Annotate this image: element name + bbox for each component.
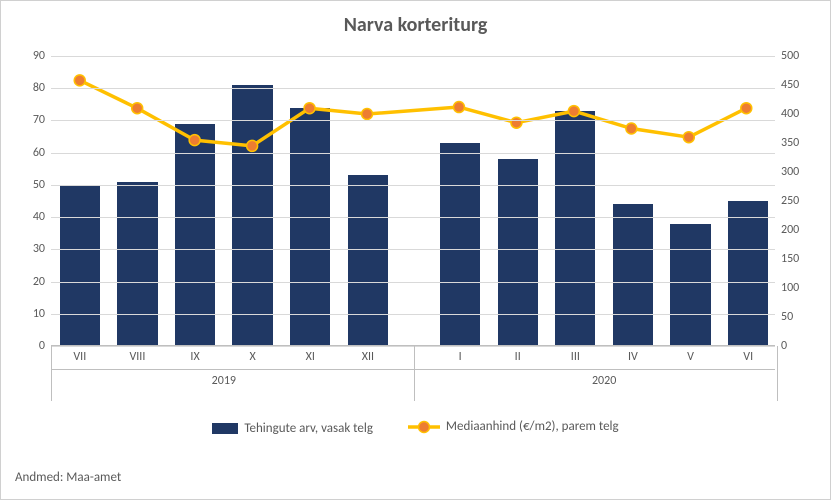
series-marker bbox=[362, 109, 373, 120]
x-axis: VIIVIIIIXXXIXIIIIIIIIIVVVI20192020 bbox=[51, 346, 775, 401]
y-right-tick: 500 bbox=[781, 49, 799, 63]
y-right-tick: 350 bbox=[781, 136, 799, 150]
y-right-tick: 450 bbox=[781, 78, 799, 92]
y-right-tick: 0 bbox=[781, 339, 787, 353]
y-right-tick: 300 bbox=[781, 165, 799, 179]
series-marker bbox=[132, 103, 143, 114]
gridline bbox=[51, 185, 775, 186]
y-right-tick: 150 bbox=[781, 252, 799, 266]
x-group-separator bbox=[51, 346, 52, 401]
series-marker bbox=[74, 75, 85, 86]
gridline bbox=[51, 314, 775, 315]
x-group-separator bbox=[414, 346, 415, 401]
legend-line-swatch bbox=[408, 420, 440, 434]
x-tick: VIII bbox=[129, 350, 145, 364]
x-tick: VII bbox=[73, 350, 86, 364]
legend-item-bars: Tehingute arv, vasak telg bbox=[212, 421, 373, 436]
series-marker bbox=[247, 140, 258, 151]
x-tick: IX bbox=[190, 350, 199, 364]
y-left-tick: 70 bbox=[33, 113, 45, 127]
x-tick: XII bbox=[362, 350, 374, 364]
series-marker bbox=[626, 123, 637, 134]
series-line bbox=[80, 80, 747, 146]
gridline bbox=[51, 88, 775, 89]
x-tick: X bbox=[250, 350, 256, 364]
plot-area: 0102030405060708090050100150200250300350… bbox=[51, 56, 775, 346]
gridline bbox=[51, 153, 775, 154]
gridline bbox=[51, 56, 775, 57]
x-group-label: 2019 bbox=[212, 374, 236, 388]
legend: Tehingute arv, vasak telg Mediaanhind (€… bbox=[1, 419, 830, 438]
legend-bar-swatch bbox=[212, 423, 238, 434]
series-marker bbox=[304, 103, 315, 114]
series-marker bbox=[189, 135, 200, 146]
y-right-tick: 100 bbox=[781, 281, 799, 295]
chart-container: Narva korteriturg 0102030405060708090050… bbox=[0, 0, 831, 500]
x-group-separator bbox=[777, 346, 778, 401]
x-tick: I bbox=[459, 350, 462, 364]
y-right-tick: 250 bbox=[781, 194, 799, 208]
y-left-tick: 20 bbox=[33, 275, 45, 289]
series-marker bbox=[453, 102, 464, 113]
y-left-tick: 60 bbox=[33, 146, 45, 160]
y-left-tick: 30 bbox=[33, 242, 45, 256]
y-left-tick: 0 bbox=[39, 339, 45, 353]
series-marker bbox=[683, 132, 694, 143]
y-left-tick: 50 bbox=[33, 178, 45, 192]
legend-line-marker bbox=[418, 421, 429, 432]
chart-title: Narva korteriturg bbox=[1, 1, 830, 37]
x-tick: III bbox=[571, 350, 580, 364]
y-right-tick: 50 bbox=[781, 310, 793, 324]
x-group-label: 2020 bbox=[592, 374, 616, 388]
x-tick: V bbox=[687, 350, 694, 364]
x-group-axis-line bbox=[51, 369, 775, 370]
gridline bbox=[51, 249, 775, 250]
y-left-tick: 10 bbox=[33, 307, 45, 321]
x-tick: VI bbox=[743, 350, 753, 364]
series-marker bbox=[511, 117, 522, 128]
x-tick: II bbox=[515, 350, 521, 364]
y-left-tick: 80 bbox=[33, 81, 45, 95]
gridline bbox=[51, 120, 775, 121]
gridline bbox=[51, 217, 775, 218]
x-tick: XI bbox=[306, 350, 315, 364]
legend-bar-label: Tehingute arv, vasak telg bbox=[244, 421, 373, 436]
footer-note: Andmed: Maa-amet bbox=[15, 470, 121, 485]
x-tick: IV bbox=[628, 350, 638, 364]
series-marker bbox=[568, 106, 579, 117]
series-marker bbox=[741, 103, 752, 114]
legend-item-line: Mediaanhind (€/m2), parem telg bbox=[408, 419, 619, 434]
y-right-tick: 400 bbox=[781, 107, 799, 121]
gridline bbox=[51, 282, 775, 283]
legend-line-label: Mediaanhind (€/m2), parem telg bbox=[446, 419, 619, 434]
line-layer bbox=[51, 56, 775, 346]
y-left-tick: 90 bbox=[33, 49, 45, 63]
y-left-tick: 40 bbox=[33, 210, 45, 224]
y-right-tick: 200 bbox=[781, 223, 799, 237]
